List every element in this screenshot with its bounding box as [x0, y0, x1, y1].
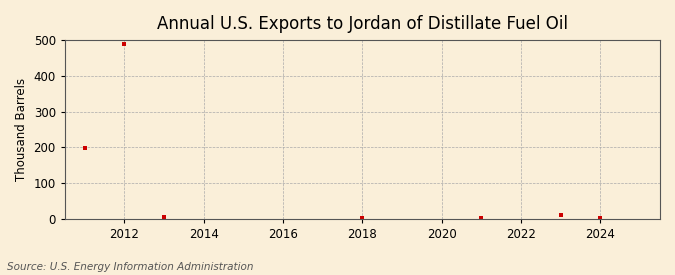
Title: Annual U.S. Exports to Jordan of Distillate Fuel Oil: Annual U.S. Exports to Jordan of Distill…	[157, 15, 568, 33]
Y-axis label: Thousand Barrels: Thousand Barrels	[15, 78, 28, 181]
Text: Source: U.S. Energy Information Administration: Source: U.S. Energy Information Administ…	[7, 262, 253, 272]
